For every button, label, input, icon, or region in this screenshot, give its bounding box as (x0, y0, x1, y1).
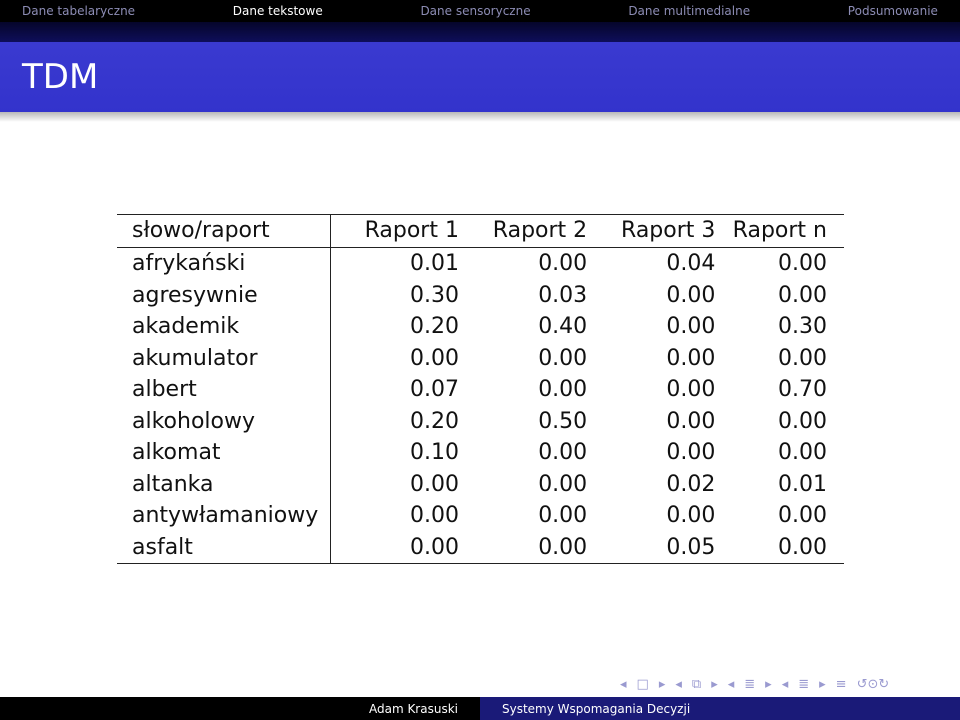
cell-raport-n: 0.00 (778, 534, 827, 560)
cell-raport-2: 0.00 (538, 471, 588, 497)
title-shadow (0, 112, 960, 122)
cell-raport-1: 0.20 (409, 314, 459, 339)
tdm-table: słowo/raport Raport 1 Raport 2 Raport 3 … (117, 214, 844, 564)
cell-raport-3: 0.00 (666, 440, 716, 465)
cell-raport-n: 0.00 (778, 345, 827, 371)
table-row: antywłamaniowy 0.00 0.00 0.00 0.00 (117, 500, 844, 532)
frame-title-bar: TDM (0, 42, 960, 112)
cell-raport-3: 0.00 (666, 345, 716, 371)
section-next-icon[interactable]: ▸ (765, 676, 772, 692)
table-row: afrykański 0.01 0.00 0.04 0.00 (117, 247, 844, 280)
section-icon[interactable]: ≣ (744, 676, 756, 692)
cell-raport-1: 0.20 (409, 408, 459, 434)
frame-prev-icon[interactable]: ◂ (620, 676, 627, 692)
cell-raport-3: 0.00 (666, 408, 716, 434)
cell-raport-1: 0.00 (409, 534, 459, 560)
table-row: akumulator 0.00 0.00 0.00 0.00 (117, 342, 844, 374)
nav-item-dane-sensoryczne[interactable]: Dane sensoryczne (420, 4, 531, 18)
frame-next-icon[interactable]: ▸ (658, 676, 666, 692)
subsection-icon[interactable]: ⧉ (691, 676, 702, 692)
cell-raport-n: 0.00 (778, 282, 827, 308)
part-prev-icon[interactable]: ◂ (781, 676, 789, 692)
table-body: afrykański 0.01 0.00 0.04 0.00 agresywnie 0.30… (117, 247, 844, 564)
cell-raport-3: 0.00 (666, 314, 716, 339)
subsection-prev-icon[interactable]: ◂ (675, 676, 682, 692)
cell-raport-1: 0.07 (409, 377, 459, 402)
cell-raport-2: 0.03 (538, 282, 588, 308)
cell-raport-1: 0.01 (409, 251, 459, 276)
column-header-raport-2: Raport 2 (492, 218, 588, 243)
subsection-next-icon[interactable]: ▸ (711, 676, 718, 692)
table-row: alkoholowy 0.20 0.50 0.00 0.00 (117, 405, 844, 437)
cell-raport-3: 0.02 (666, 471, 716, 497)
section-navigation-bar: Dane tabelaryczne Dane tekstowe Dane sen… (0, 0, 960, 22)
part-next-icon[interactable]: ▸ (819, 676, 826, 692)
cell-raport-2: 0.00 (538, 534, 588, 560)
cell-raport-n: 0.00 (778, 503, 827, 528)
table-row: albert 0.07 0.00 0.00 0.70 (117, 374, 844, 406)
document-icon[interactable]: ≡ (835, 676, 847, 692)
table-header-row: słowo/raport Raport 1 Raport 2 Raport 3 … (117, 214, 844, 248)
cell-raport-2: 0.00 (538, 440, 588, 465)
nav-item-dane-tekstowe[interactable]: Dane tekstowe (232, 4, 323, 18)
cell-word: asfalt (117, 531, 331, 564)
cell-raport-3: 0.04 (666, 251, 716, 276)
nav-item-podsumowanie[interactable]: Podsumowanie (847, 4, 938, 18)
column-header-raport-n: Raport n (732, 218, 827, 243)
cell-raport-3: 0.00 (666, 282, 716, 308)
cell-raport-n: 0.00 (778, 251, 827, 276)
cell-raport-2: 0.50 (538, 408, 588, 434)
cell-raport-n: 0.00 (778, 408, 827, 434)
frame-title: TDM (22, 57, 99, 97)
cell-raport-3: 0.00 (666, 377, 716, 402)
cell-word: agresywnie (117, 279, 331, 311)
frame-icon[interactable]: □ (636, 676, 649, 692)
table-row: asfalt 0.00 0.00 0.05 0.00 (117, 531, 844, 564)
cell-word: antywłamaniowy (117, 500, 331, 532)
section-prev-icon[interactable]: ◂ (727, 676, 735, 692)
cell-raport-n: 0.70 (778, 377, 827, 402)
cell-raport-2: 0.40 (538, 314, 588, 339)
table-row: akademik 0.20 0.40 0.00 0.30 (117, 311, 844, 343)
nav-gradient-strip (0, 22, 960, 42)
cell-word: akademik (117, 311, 331, 343)
cell-raport-3: 0.00 (666, 503, 716, 528)
cell-raport-2: 0.00 (538, 503, 588, 528)
cell-raport-2: 0.00 (538, 345, 588, 371)
column-header-raport-3: Raport 3 (621, 218, 716, 243)
cell-raport-n: 0.00 (778, 440, 827, 465)
cell-raport-1: 0.00 (409, 345, 459, 371)
table-row: alkomat 0.10 0.00 0.00 0.00 (117, 437, 844, 469)
cell-word: albert (117, 374, 331, 406)
nav-item-dane-tabelaryczne[interactable]: Dane tabelaryczne (22, 4, 136, 18)
table-row: agresywnie 0.30 0.03 0.00 0.00 (117, 279, 844, 311)
cell-raport-2: 0.00 (538, 377, 588, 402)
cell-word: alkoholowy (117, 405, 331, 437)
cell-raport-n: 0.01 (778, 471, 827, 497)
table-row: altanka 0.00 0.00 0.02 0.01 (117, 468, 844, 500)
cell-raport-1: 0.00 (409, 471, 459, 497)
cell-word: alkomat (117, 437, 331, 469)
column-header-word: słowo/raport (117, 214, 331, 248)
cell-raport-1: 0.00 (409, 503, 459, 528)
cell-word: altanka (117, 468, 331, 500)
part-icon[interactable]: ≣ (798, 676, 810, 692)
navigation-symbols: ◂ □ ▸ ◂ ⧉ ▸ ◂ ≣ ▸ ◂ ≣ ▸ ≡ ↺⊙↻ (620, 676, 889, 692)
cell-raport-1: 0.30 (409, 282, 459, 308)
cell-raport-2: 0.00 (538, 251, 588, 276)
footer-title: Systemy Wspomagania Decyzji (480, 697, 960, 720)
cell-raport-3: 0.05 (666, 534, 716, 560)
footer-author: Adam Krasuski (0, 697, 480, 720)
search-icon[interactable]: ↺⊙↻ (856, 676, 890, 692)
nav-item-dane-multimedialne[interactable]: Dane multimedialne (628, 4, 751, 18)
cell-raport-1: 0.10 (409, 440, 459, 465)
column-header-raport-1: Raport 1 (364, 218, 459, 243)
cell-word: afrykański (117, 247, 331, 280)
cell-word: akumulator (117, 342, 331, 374)
cell-raport-n: 0.30 (778, 314, 827, 339)
footer: Adam Krasuski Systemy Wspomagania Decyzj… (0, 697, 960, 720)
